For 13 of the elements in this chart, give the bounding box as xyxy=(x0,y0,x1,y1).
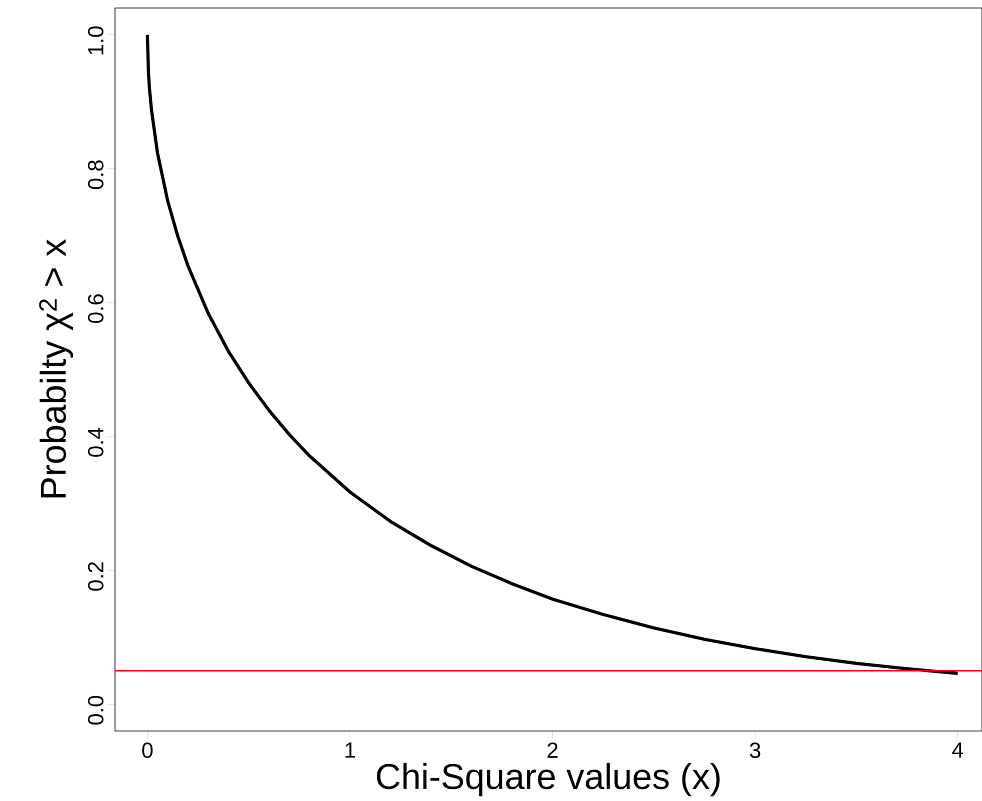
y-tick-label: 0.0 xyxy=(88,696,104,725)
y-tick-label: 0.8 xyxy=(88,160,104,190)
y-tick-label: 1.0 xyxy=(88,26,104,54)
x-tick-label: 4 xyxy=(952,742,964,758)
y-tick-label: 0.6 xyxy=(88,294,104,323)
x-tick-label: 1 xyxy=(346,742,356,758)
y-tick-label: 0.4 xyxy=(88,428,104,457)
x-tick-label: 3 xyxy=(750,742,760,758)
y-tick-label: 0.2 xyxy=(88,562,104,591)
x-tick-label: 2 xyxy=(548,742,558,758)
x-tick-label: 0 xyxy=(142,742,153,758)
y-axis-title: Probabilty χ$^{2}$ > x xyxy=(39,239,74,498)
x-axis-title: Chi-Square values (x) xyxy=(376,762,720,796)
